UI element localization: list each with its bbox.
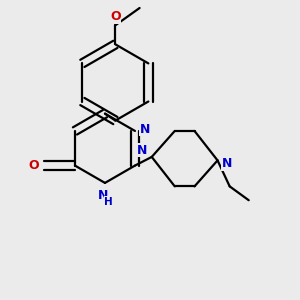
Text: N: N — [222, 158, 232, 170]
Text: N: N — [140, 123, 150, 136]
Text: O: O — [110, 10, 121, 23]
Text: N: N — [137, 143, 147, 157]
Text: H: H — [104, 197, 113, 207]
Text: N: N — [98, 188, 108, 202]
Text: O: O — [28, 159, 39, 172]
